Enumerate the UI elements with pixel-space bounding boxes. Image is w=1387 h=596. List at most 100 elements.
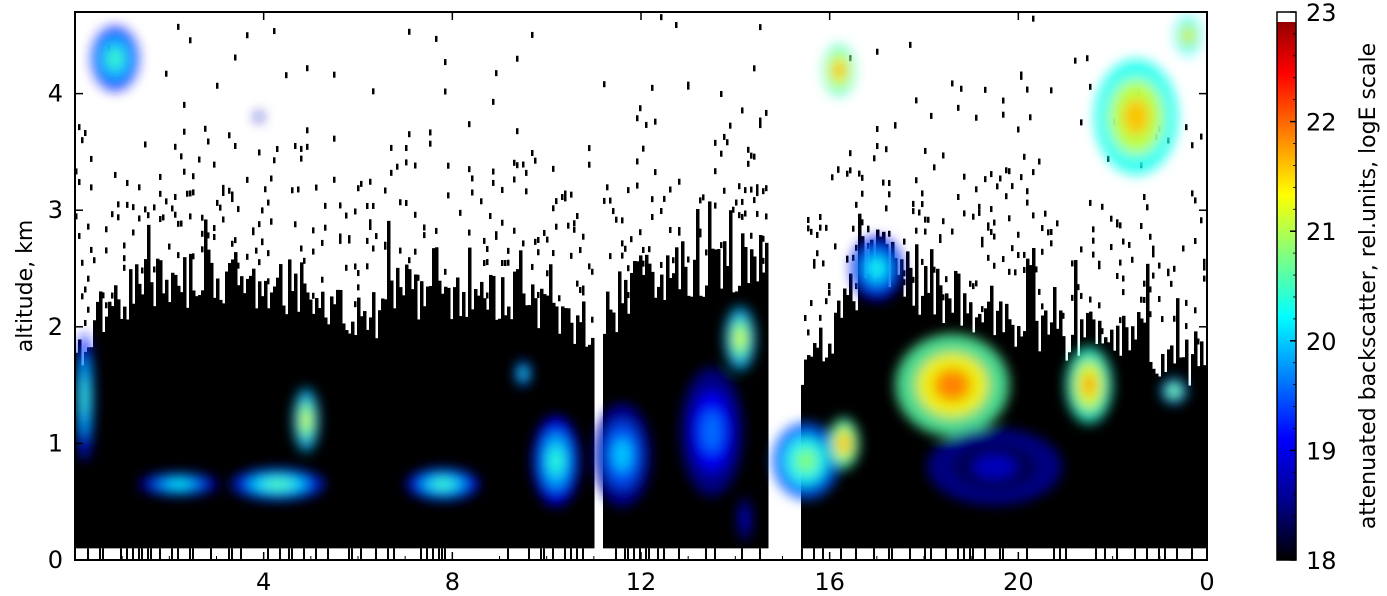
noise-speck — [861, 219, 864, 226]
noise-speck — [591, 268, 594, 275]
y-tick-label: 2 — [48, 313, 63, 341]
nearfield-mark — [87, 548, 89, 560]
noise-speck — [1152, 245, 1155, 252]
aerosol-column — [1065, 360, 1069, 549]
noise-speck — [87, 275, 90, 282]
noise-speck — [1089, 83, 1092, 90]
aerosol-column — [867, 274, 871, 549]
noise-speck — [306, 127, 309, 134]
aerosol-column — [1155, 373, 1159, 549]
aerosol-column — [1053, 287, 1057, 549]
noise-speck — [561, 194, 564, 201]
aerosol-column — [1164, 372, 1168, 549]
feature-core — [1184, 29, 1193, 42]
noise-speck — [159, 216, 162, 223]
aerosol-column — [912, 305, 916, 549]
noise-speck — [951, 228, 954, 235]
noise-speck — [1173, 265, 1176, 272]
aerosol-column — [1035, 320, 1039, 549]
feature-core — [166, 480, 192, 488]
noise-speck — [390, 169, 393, 176]
noise-speck — [759, 122, 762, 129]
noise-speck — [216, 199, 219, 206]
noise-speck — [807, 225, 810, 232]
nearfield-mark — [348, 548, 350, 560]
aerosol-column — [489, 274, 493, 549]
aerosol-column — [1047, 334, 1051, 549]
noise-speck — [1122, 238, 1125, 245]
noise-speck — [921, 190, 924, 197]
noise-speck — [639, 229, 642, 236]
noise-speck — [492, 98, 495, 105]
aerosol-column — [120, 318, 124, 549]
nearfield-mark — [192, 548, 194, 560]
aerosol-column — [474, 289, 478, 549]
noise-speck — [405, 159, 408, 166]
noise-speck — [699, 228, 702, 235]
aerosol-column — [1191, 354, 1195, 549]
noise-speck — [81, 137, 84, 144]
noise-speck — [957, 104, 960, 111]
noise-speck — [1140, 223, 1143, 230]
noise-speck — [312, 227, 315, 234]
noise-speck — [114, 171, 117, 178]
aerosol-column — [1128, 350, 1132, 549]
aerosol-column — [378, 310, 382, 549]
aerosol-column — [1146, 263, 1150, 549]
aerosol-column — [1179, 357, 1183, 549]
aerosol-column — [216, 278, 220, 549]
noise-speck — [81, 293, 84, 300]
noise-speck — [747, 146, 750, 153]
noise-speck — [372, 88, 375, 95]
nearfield-mark — [228, 548, 230, 560]
noise-speck — [105, 226, 108, 233]
aerosol-column — [456, 277, 460, 549]
noise-speck — [1200, 133, 1203, 140]
noise-speck — [291, 187, 294, 194]
noise-speck — [615, 216, 618, 223]
aerosol-column — [171, 272, 175, 549]
aerosol-column — [267, 308, 271, 549]
feature-core — [735, 328, 746, 349]
noise-speck — [384, 187, 387, 194]
aerosol-column — [849, 273, 853, 549]
noise-speck — [183, 168, 186, 175]
aerosol-column — [663, 300, 667, 549]
noise-speck — [1026, 199, 1029, 206]
nearfield-mark — [1146, 548, 1148, 560]
aerosol-column — [345, 330, 349, 549]
noise-speck — [522, 161, 525, 168]
aerosol-column — [531, 284, 535, 549]
noise-speck — [1026, 188, 1029, 195]
noise-speck — [177, 252, 180, 259]
noise-speck — [237, 262, 240, 269]
noise-speck — [459, 209, 462, 216]
noise-speck — [654, 169, 657, 176]
aerosol-column — [513, 271, 517, 549]
aerosol-column — [165, 279, 169, 549]
noise-speck — [306, 65, 309, 72]
noise-speck — [408, 257, 411, 264]
noise-speck — [648, 246, 651, 253]
x-tick-label: 0 — [1199, 568, 1214, 596]
aerosol-column — [744, 247, 748, 549]
noise-speck — [855, 244, 858, 251]
aerosol-column — [369, 317, 373, 549]
aerosol-column — [102, 331, 106, 549]
aerosol-column — [252, 268, 256, 549]
noise-speck — [642, 260, 645, 267]
noise-speck — [687, 81, 690, 88]
noise-speck — [222, 184, 225, 191]
nearfield-mark — [159, 548, 161, 560]
noise-speck — [588, 161, 591, 168]
feature-core — [701, 411, 722, 453]
noise-speck — [720, 150, 723, 157]
noise-speck — [189, 190, 192, 197]
feature-core — [81, 376, 88, 418]
noise-speck — [1014, 269, 1017, 276]
noise-speck — [1011, 183, 1014, 190]
noise-speck — [138, 215, 141, 222]
noise-speck — [231, 240, 234, 247]
aerosol-column — [174, 274, 178, 549]
noise-speck — [234, 142, 237, 149]
